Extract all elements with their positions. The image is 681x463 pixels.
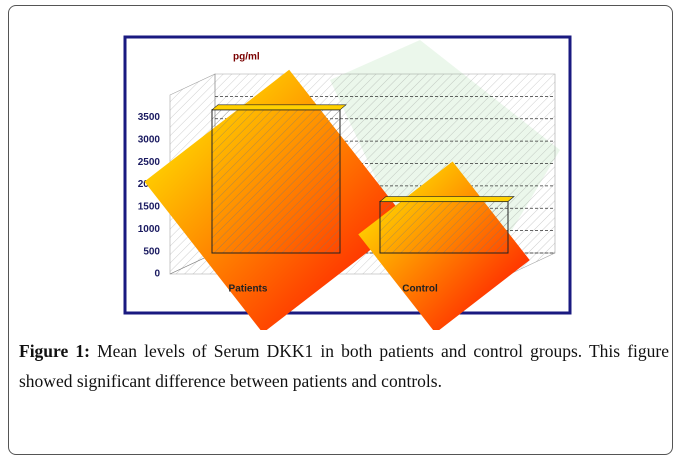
bar: [380, 202, 508, 253]
caption: Figure 1: Mean levels of Serum DKK1 in b…: [19, 336, 669, 396]
bar-top: [380, 197, 514, 202]
page: pg/ml 0500100015002000250030003500Patien…: [0, 0, 681, 463]
caption-label: Figure 1:: [19, 341, 90, 361]
y-tick-label: 2500: [138, 157, 161, 168]
y-tick-label: 1500: [138, 202, 161, 213]
bar-top: [212, 105, 346, 110]
chart: pg/ml 0500100015002000250030003500Patien…: [0, 0, 681, 330]
x-tick-label: Patients: [229, 284, 268, 295]
y-tick-label: 1000: [138, 224, 161, 235]
y-tick-label: 3500: [138, 112, 161, 123]
y-axis-label: pg/ml: [233, 52, 260, 63]
caption-text: Mean levels of Serum DKK1 in both patien…: [19, 341, 669, 391]
y-tick-label: 500: [143, 246, 160, 257]
y-tick-label: 0: [154, 269, 160, 280]
y-tick-label: 3000: [138, 134, 161, 145]
x-tick-label: Control: [402, 284, 438, 295]
bar: [212, 110, 340, 253]
